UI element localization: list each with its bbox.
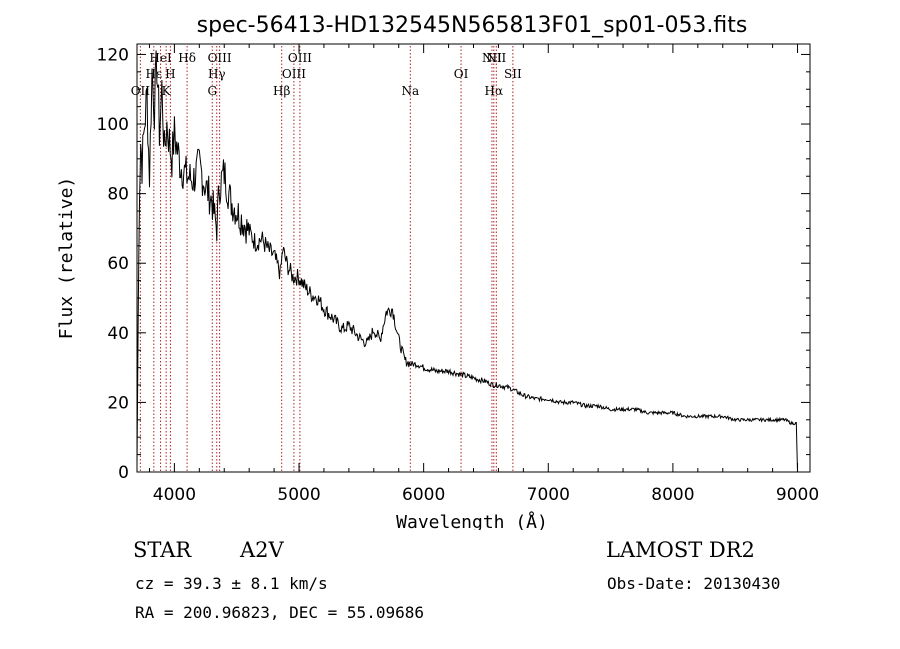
survey-name: LAMOST DR2	[606, 538, 755, 562]
line-label-10: OIII	[282, 67, 306, 81]
y-tick-label-2: 40	[107, 324, 129, 344]
y-axis-label: Flux (relative)	[56, 177, 77, 340]
line-label-12: Na	[401, 84, 419, 98]
y-tick-label-0: 0	[118, 463, 129, 483]
line-label-5: Hδ	[178, 51, 196, 65]
line-label-17: SII	[504, 67, 522, 81]
line-label-2: HeI	[149, 51, 172, 65]
y-tick-label-5: 100	[97, 115, 129, 135]
redshift-value: cz = 39.3 ± 8.1 km/s	[135, 574, 328, 593]
line-label-13: OI	[454, 67, 469, 81]
x-tick-label-2: 6000	[402, 485, 445, 505]
observation-date: Obs-Date: 20130430	[607, 574, 781, 593]
spectrum-line	[136, 50, 798, 473]
y-tick-label-4: 80	[107, 185, 129, 205]
line-label-7: Hγ	[208, 67, 226, 81]
plot-frame	[136, 43, 811, 473]
line-label-1: Hε	[145, 67, 162, 81]
x-tick-label-1: 5000	[277, 485, 320, 505]
line-label-4: H	[165, 67, 175, 81]
y-tick-label-1: 20	[107, 393, 129, 413]
x-axis-label: Wavelength (Å)	[396, 511, 548, 530]
line-label-6: G	[207, 84, 217, 98]
x-tick-label-3: 7000	[527, 485, 570, 505]
axis-ticks: 4000 5000 6000 7000 8000 9000 0 20 40 60 80 100 120	[97, 44, 819, 505]
line-label-15: Hα	[485, 84, 504, 98]
coordinates: RA = 200.96823, DEC = 55.09686	[135, 603, 424, 622]
x-tick-label-0: 4000	[153, 485, 196, 505]
object-class: STAR	[133, 538, 192, 562]
line-label-3: K	[162, 84, 172, 98]
object-subclass: A2V	[240, 538, 284, 562]
line-label-8: OIII	[208, 51, 232, 65]
x-tick-label-4: 8000	[651, 485, 694, 505]
chart-title: spec-56413-HD132545N565813F01_sp01-053.f…	[197, 13, 748, 38]
line-label-11: OIII	[288, 51, 312, 65]
line-label-16: NII	[486, 51, 506, 65]
x-tick-label-5: 9000	[776, 485, 819, 505]
line-label-0: OII	[131, 84, 151, 98]
y-tick-label-3: 60	[107, 254, 129, 274]
line-label-9: Hβ	[273, 84, 290, 98]
line-label-14: NII	[482, 51, 502, 65]
y-tick-label-6: 120	[97, 45, 129, 65]
spectrum-chart: spec-56413-HD132545N565813F01_sp01-053.f…	[56, 13, 819, 530]
